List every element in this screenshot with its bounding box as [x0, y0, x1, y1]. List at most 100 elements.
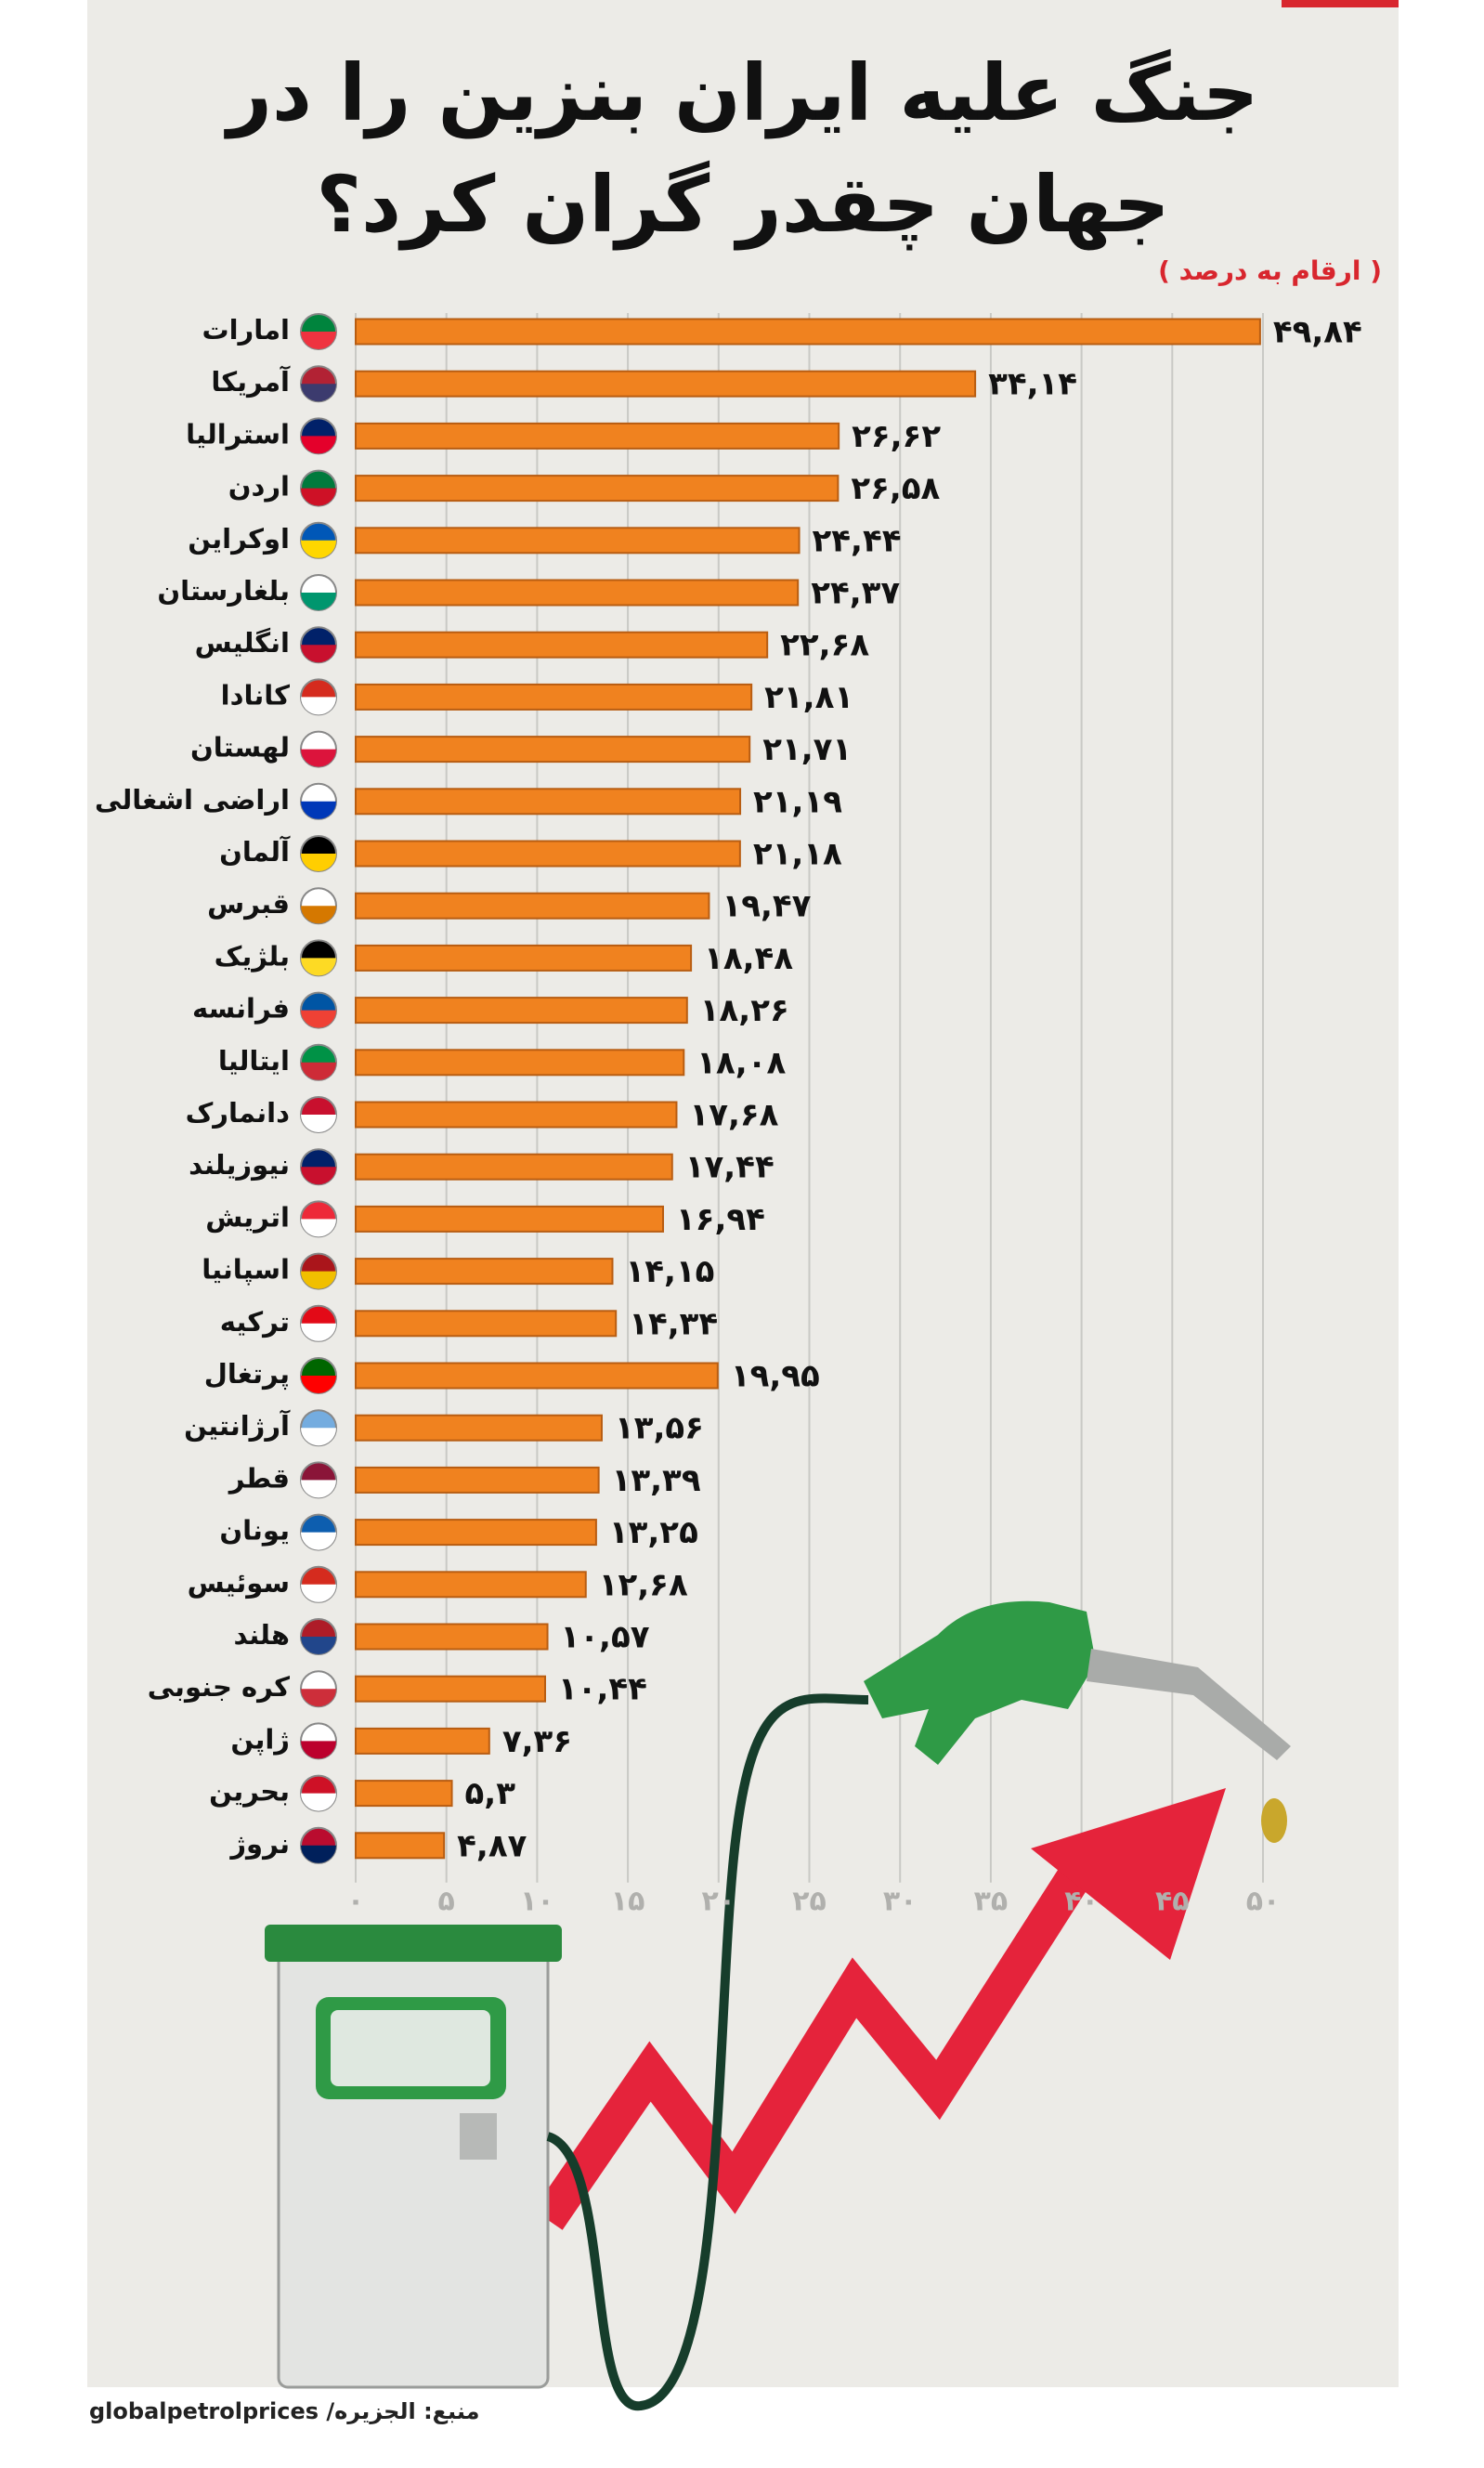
value-label: ۱۷,۴۴: [685, 1149, 775, 1186]
bar: [355, 1675, 546, 1703]
y-tick-label: آرژانتین: [184, 1409, 291, 1442]
flag-stripe: [301, 1428, 336, 1446]
source-note: منبع: الجزیره/ globalpetrolprices: [89, 2398, 480, 2424]
bar: [355, 631, 769, 659]
bar: [355, 527, 801, 555]
y-tick-label: امارات: [202, 314, 290, 346]
hose: [545, 1693, 869, 2411]
value-label: ۲۱,۱۸: [753, 836, 842, 873]
value-label: ۲۴,۳۷: [811, 575, 900, 612]
y-tick-label: کانادا: [221, 679, 290, 711]
arrow-line: [533, 1848, 1102, 2230]
flag-stripe: [301, 958, 336, 976]
y-tick-label: لهستان: [190, 732, 290, 764]
flag-stripe: [301, 854, 336, 871]
value-label: ۲۱,۸۱: [764, 679, 853, 716]
bar: [355, 1466, 600, 1494]
x-tick-label: ۴۵: [1155, 1886, 1190, 1918]
flag-stripe: [301, 1741, 336, 1759]
y-tick-label: کره جنوبی: [148, 1671, 290, 1703]
value-label: ۱۸,۰۸: [696, 1044, 786, 1081]
x-tick-label: ۵۰: [1246, 1886, 1281, 1918]
value-label: ۲۱,۱۹: [753, 783, 842, 820]
y-tick-label: استرالیا: [186, 418, 290, 450]
flag-stripe: [301, 1480, 336, 1498]
flag-stripe: [301, 1115, 336, 1132]
flag-stripe: [301, 1010, 336, 1028]
value-label: ۷,۳۶: [502, 1723, 572, 1760]
bar: [355, 1101, 678, 1129]
flag-stripe: [301, 1793, 336, 1811]
bar: [355, 1571, 587, 1599]
value-label: ۱۸,۴۸: [704, 940, 793, 977]
flag-stripe: [301, 1323, 336, 1341]
pump-screen: [331, 2010, 490, 2086]
value-label: ۱۰,۴۴: [558, 1671, 647, 1708]
y-tick-label: قبرس: [207, 888, 290, 920]
x-tick-label: ۰: [347, 1886, 364, 1918]
flag-stripe: [301, 749, 336, 767]
nozzle-spout: [1087, 1649, 1291, 1760]
y-tick-label: ایتالیا: [218, 1045, 290, 1077]
flag-stripe: [301, 1219, 336, 1237]
y-tick-label: اتریش: [205, 1201, 290, 1233]
flag-stripe: [301, 1167, 336, 1185]
flag-stripe: [301, 1532, 336, 1550]
bar: [355, 475, 840, 503]
bar: [355, 1519, 597, 1547]
value-label: ۱۴,۱۵: [625, 1253, 714, 1290]
x-tick-label: ۳۵: [974, 1886, 1009, 1918]
bar: [355, 788, 742, 816]
y-tick-label: اراضی اشغالی: [95, 784, 290, 816]
x-tick-label: ۱۵: [611, 1886, 645, 1918]
chart-title: جنگ علیه ایران بنزین را در جهان چقدر گرا…: [227, 47, 1259, 250]
bar: [355, 997, 688, 1025]
bar: [355, 736, 751, 764]
bar: [355, 683, 753, 711]
y-tick-label: اسپانیا: [202, 1254, 290, 1286]
flag-stripe: [301, 540, 336, 558]
flag-stripe: [301, 1271, 336, 1289]
y-tick-label: بحرین: [209, 1776, 290, 1808]
value-label: ۱۹,۴۷: [722, 888, 811, 925]
flag-stripe: [301, 1376, 336, 1393]
value-label: ۲۲,۶۸: [780, 627, 869, 664]
y-tick-label: قطر: [228, 1462, 290, 1494]
flag-stripe: [301, 1062, 336, 1080]
bar: [355, 1780, 453, 1808]
bar: [355, 422, 840, 450]
x-tick-label: ۳۰: [883, 1886, 918, 1918]
flag-stripe: [301, 1845, 336, 1863]
bar: [355, 370, 977, 398]
x-tick-label: ۲۰: [701, 1886, 735, 1918]
bar: [355, 1832, 446, 1860]
value-label: ۲۶,۵۸: [851, 470, 940, 507]
value-label: ۱۹,۹۵: [731, 1358, 820, 1395]
bar: [355, 1727, 490, 1755]
y-tick-label: ژاپن: [230, 1723, 290, 1756]
bar: [355, 944, 693, 972]
value-label: ۱۷,۶۸: [689, 1097, 778, 1134]
unit-note: ( ارقام به درصد ): [1158, 255, 1382, 286]
flag-stripe: [301, 1637, 336, 1654]
flag-stripe: [301, 332, 336, 349]
bar: [355, 1310, 618, 1338]
value-label: ۲۶,۶۲: [852, 418, 941, 455]
y-tick-label: آلمان: [219, 835, 291, 868]
value-label: ۲۴,۴۴: [813, 522, 902, 559]
bar: [355, 1362, 719, 1390]
value-label: ۱۰,۵۷: [561, 1619, 650, 1656]
value-label: ۱۳,۲۵: [609, 1514, 698, 1551]
x-tick-label: ۱۰: [520, 1886, 554, 1918]
y-tick-label: ترکیه: [220, 1306, 290, 1338]
y-tick-label: اوکراین: [188, 523, 290, 555]
x-tick-label: ۵: [438, 1886, 455, 1918]
bar: [355, 579, 800, 607]
bar: [355, 840, 741, 868]
bar: [355, 1414, 603, 1442]
bar: [355, 892, 710, 920]
y-tick-label: بلغارستان: [157, 575, 290, 607]
y-tick-label: فرانسه: [192, 993, 290, 1025]
flag-stripe: [301, 1584, 336, 1602]
